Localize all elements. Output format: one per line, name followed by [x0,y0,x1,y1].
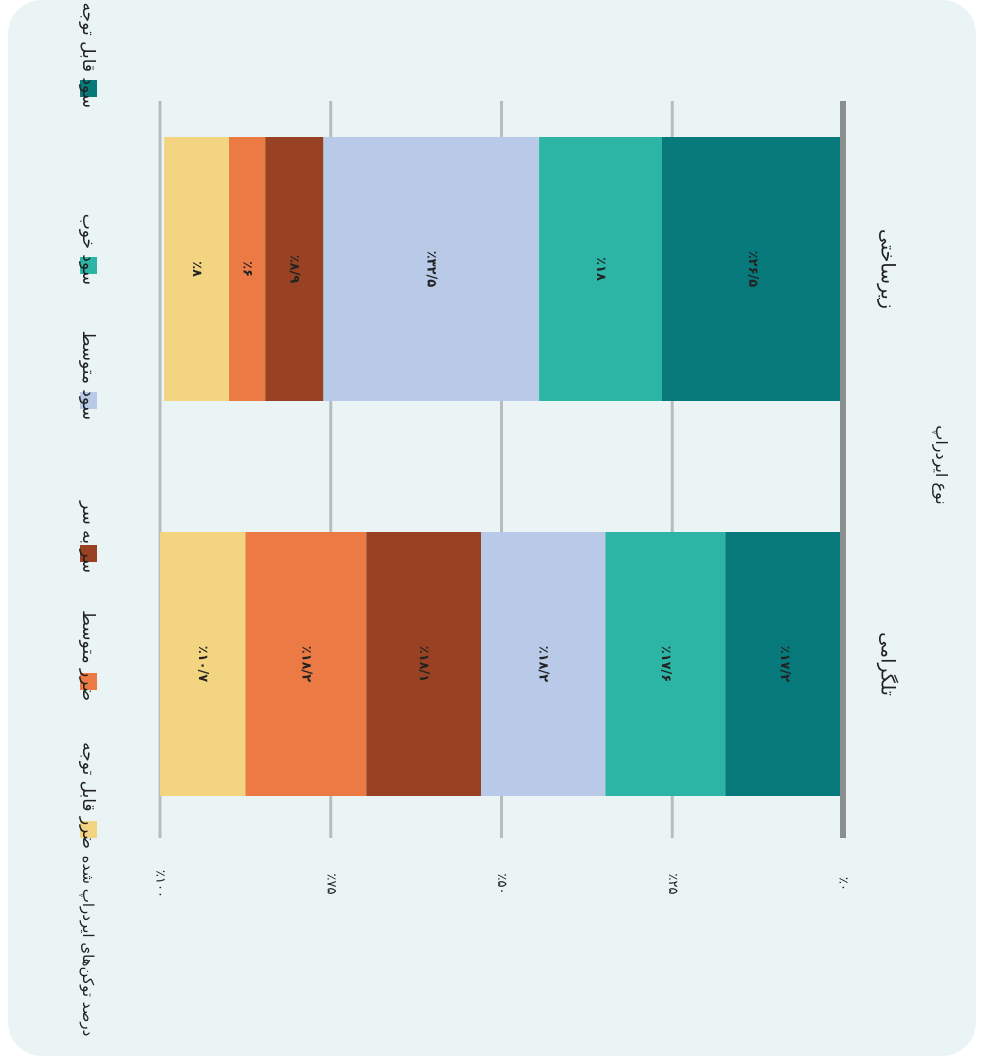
bar-segment [245,532,367,796]
bar-segment [539,137,663,401]
y-tick-label: ٪۲۵ [665,874,680,895]
data-label: ٪۱۸/۲ [298,646,313,683]
legend-label: ضرر قابل توجه [78,742,98,849]
bar-segment [160,532,246,796]
legend-swatch [80,821,97,838]
legend-swatch [80,257,97,274]
legend-swatch [80,392,97,409]
data-label: ٪۱۸/۲ [536,646,551,683]
data-label: ٪۸ [189,261,204,277]
legend-swatch [80,80,97,97]
data-label: ٪۱۸/۱ [416,646,431,683]
data-label: ٪۱۰/۷ [195,646,210,683]
category-labels: تلگرامی زیرساختی [877,229,900,696]
data-label: ٪۱۷/۶ [658,646,673,683]
data-label: ٪۸/۹ [287,255,302,284]
legend-label: ضرر متوسط [78,610,98,701]
legend-label: سود قابل توجه [78,3,98,108]
bar-segment [323,137,540,401]
x-axis-label: نوع ایردراپ [931,425,951,504]
category-label: زیرساختی [877,229,899,309]
bar-segment [228,137,266,401]
legend: سود قابل توجه سود خوب سود متوسط سر به سر ضرر… [78,3,98,849]
y-tick-labels: ٪۰ ٪۲۵ ٪۵۰ ٪۷۵ ٪۱۰۰ [153,870,851,898]
bar-segment [605,532,726,796]
data-label: ٪۳۲/۵ [424,251,439,288]
y-tick-label: ٪۱۰۰ [153,870,168,898]
bar-segment [725,532,843,796]
y-tick-label: ٪۷۵ [323,874,338,895]
bar-segment [662,137,843,401]
bars [160,137,843,796]
legend-swatch [80,545,97,562]
legend-label: سود خوب [78,214,98,285]
category-label: تلگرامی [877,632,900,696]
data-label: ٪۶ [240,261,255,277]
bar-segment [366,532,482,796]
legend-swatch [80,673,97,690]
bar-segment [481,532,606,796]
legend-label: سر به سر [78,500,98,573]
segment-labels: ٪۱۷/۲ ٪۱۷/۶ ٪۱۸/۲ ٪۱۸/۱ ٪۱۸/۲ ٪۱۰/۷ ٪۲۶/۵ ٪۱۸ ٪۳… [189,251,792,683]
data-label: ٪۱۸ [593,257,608,281]
data-label: ٪۲۶/۵ [745,251,760,288]
y-tick-label: ٪۰ [836,877,851,891]
data-label: ٪۱۷/۲ [777,646,792,683]
legend-label: سود متوسط [78,331,98,420]
bar-segment [164,137,229,401]
y-axis-label: درصد توکن‌های ایردراپ شده [79,856,97,1037]
y-tick-label: ٪۵۰ [494,874,509,895]
bar-segment [265,137,324,401]
